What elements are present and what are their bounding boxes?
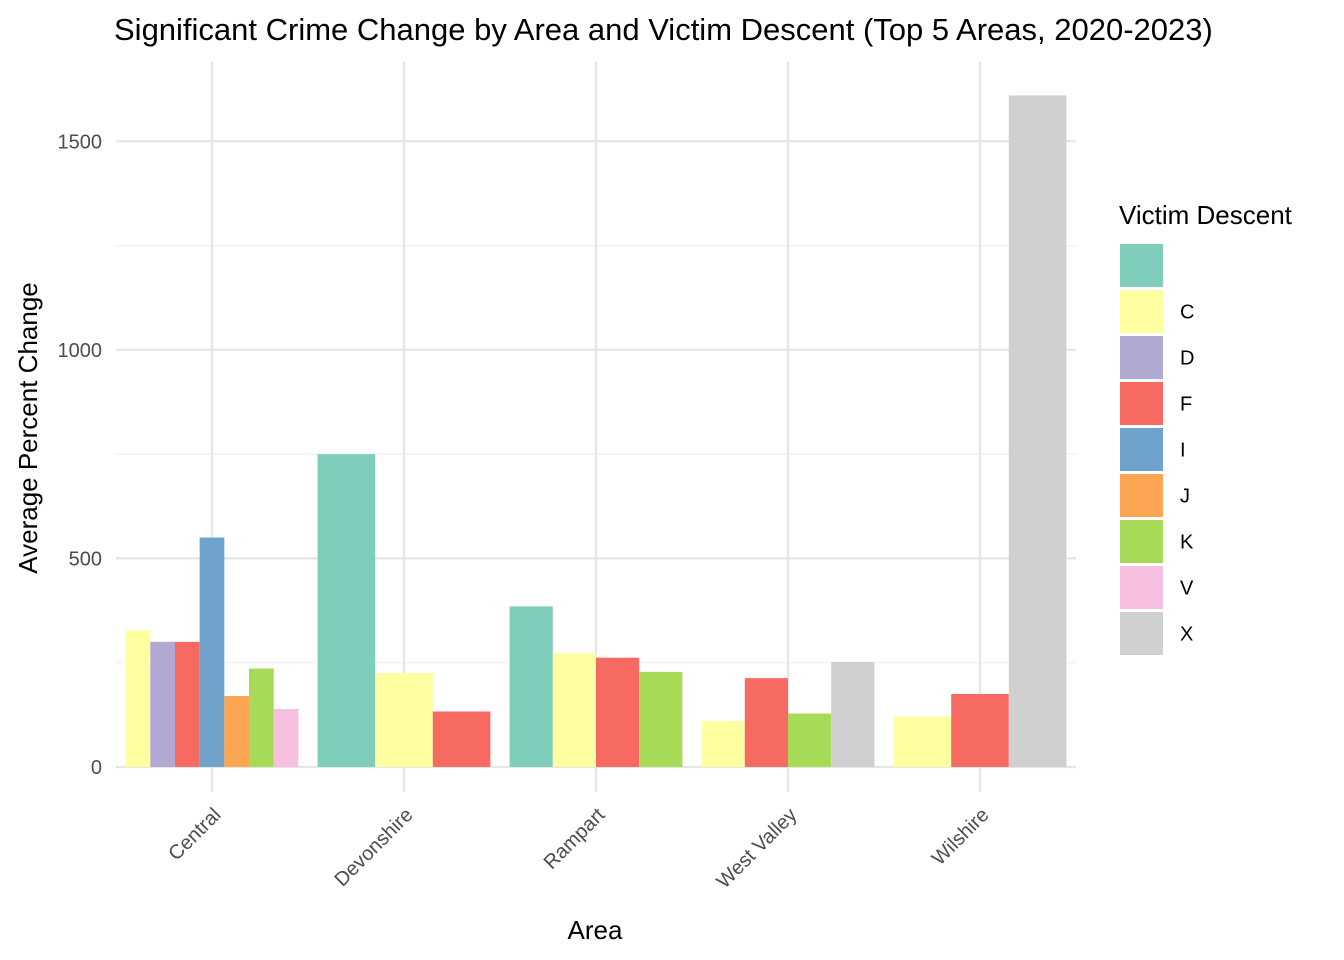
legend-key-j bbox=[1120, 474, 1163, 517]
bar-central-d bbox=[150, 641, 175, 767]
x-tick-label: Rampart bbox=[540, 804, 610, 874]
legend-label: K bbox=[1180, 532, 1194, 554]
legend-key-c bbox=[1120, 290, 1163, 333]
bar-devonshire-f bbox=[432, 711, 491, 767]
legend: Victim Descent C D F I J K V X bbox=[1119, 200, 1293, 655]
legend-key-k bbox=[1120, 520, 1163, 563]
legend-key-na bbox=[1120, 244, 1163, 287]
y-tick-label: 1500 bbox=[58, 131, 103, 153]
y-tick-label: 500 bbox=[69, 548, 102, 570]
bar-central-i bbox=[199, 537, 225, 767]
y-tick-label: 0 bbox=[91, 757, 102, 779]
legend-label: D bbox=[1180, 348, 1194, 370]
legend-label: V bbox=[1180, 578, 1194, 600]
bar-devonshire-na bbox=[317, 454, 376, 767]
legend-label: I bbox=[1180, 440, 1186, 462]
legend-key-x bbox=[1120, 612, 1163, 655]
bar-west-valley-f bbox=[744, 678, 788, 767]
legend-label: F bbox=[1180, 394, 1192, 416]
legend-key-d bbox=[1120, 336, 1163, 379]
bar-wilshire-c bbox=[893, 716, 952, 767]
bar-central-k bbox=[249, 668, 274, 767]
bar-wilshire-x bbox=[1008, 95, 1067, 767]
bar-rampart-f bbox=[596, 657, 640, 767]
bar-west-valley-k bbox=[788, 713, 832, 767]
chart-title: Significant Crime Change by Area and Vic… bbox=[114, 12, 1213, 47]
y-axis-ticks: 0 500 1000 1500 bbox=[58, 131, 103, 779]
x-tick-label: West Valley bbox=[713, 804, 802, 893]
bars bbox=[125, 95, 1067, 767]
bar-wilshire-f bbox=[951, 693, 1009, 767]
x-tick-label: Devonshire bbox=[330, 804, 417, 891]
bar-central-j bbox=[224, 696, 250, 767]
x-axis-title: Area bbox=[568, 915, 623, 945]
bar-rampart-c bbox=[552, 653, 596, 767]
legend-key-f bbox=[1120, 382, 1163, 425]
y-axis-title: Average Percent Change bbox=[13, 282, 43, 574]
legend-key-i bbox=[1120, 428, 1163, 471]
legend-label: C bbox=[1180, 302, 1194, 324]
bar-central-f bbox=[174, 641, 200, 767]
legend-key-v bbox=[1120, 566, 1163, 609]
bar-central-c bbox=[125, 630, 151, 767]
x-tick-label: Wilshire bbox=[928, 804, 994, 870]
legend-title: Victim Descent bbox=[1119, 200, 1293, 230]
legend-label: J bbox=[1180, 486, 1190, 508]
x-axis-ticks: Central Devonshire Rampart West Valley Wilsh… bbox=[164, 804, 993, 893]
legend-label: X bbox=[1180, 624, 1193, 646]
bar-west-valley-c bbox=[701, 721, 745, 767]
bar-central-v bbox=[273, 708, 299, 767]
y-tick-label: 1000 bbox=[58, 340, 103, 362]
bar-rampart-k bbox=[639, 671, 683, 767]
bar-rampart-na bbox=[509, 606, 553, 767]
bar-devonshire-c bbox=[375, 673, 433, 767]
x-tick-label: Central bbox=[164, 804, 225, 865]
bar-west-valley-x bbox=[831, 661, 875, 767]
